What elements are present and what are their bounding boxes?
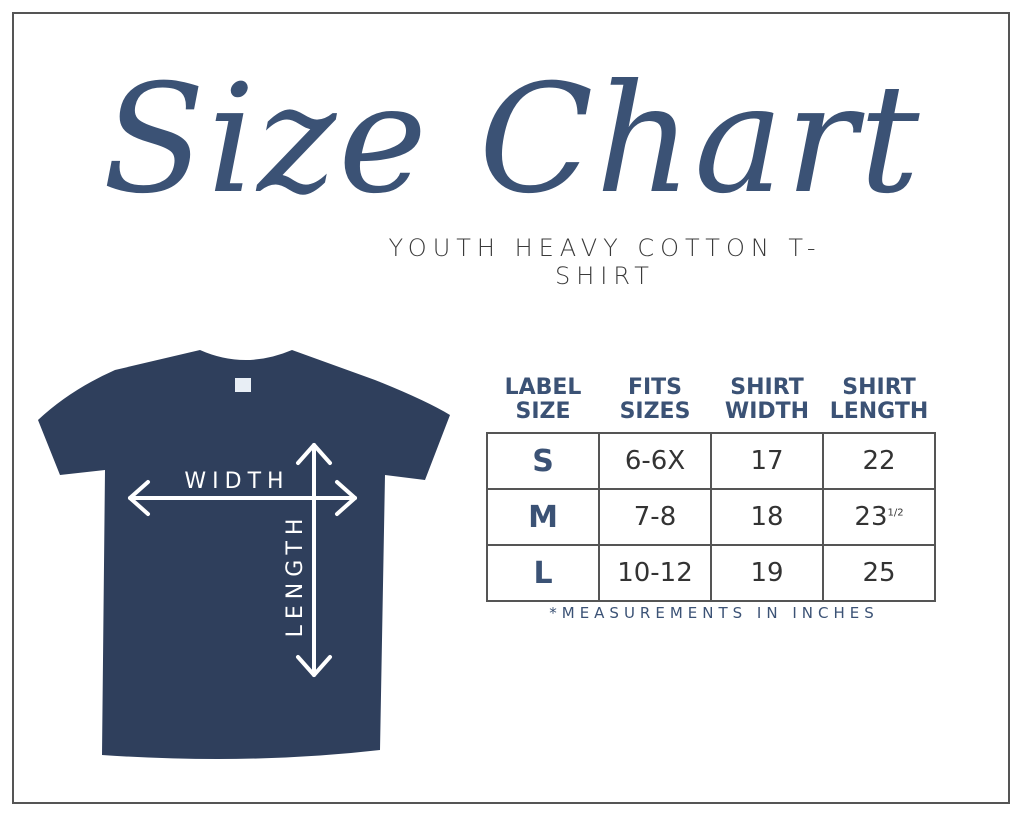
header-shirt-length: SHIRT LENGTH: [829, 375, 929, 424]
subtitle: YOUTH HEAVY COTTON T-SHIRT: [388, 234, 822, 290]
measurement-note: *MEASUREMENTS IN INCHES: [549, 604, 879, 622]
fits-sizes: 7-8: [598, 488, 712, 546]
shirt-tag: [235, 378, 251, 392]
shirt-width: 17: [710, 432, 824, 490]
size-label: M: [486, 488, 600, 546]
fits-sizes: 10-12: [598, 544, 712, 602]
tshirt-shape: [38, 350, 450, 759]
shirt-width: 19: [710, 544, 824, 602]
header-shirt-width: SHIRT WIDTH: [724, 375, 810, 424]
header-fits-sizes: FITS SIZES: [619, 375, 691, 424]
header-label-size: LABEL SIZE: [504, 375, 582, 424]
size-label: S: [486, 432, 600, 490]
table-row: S 6-6X 17 22: [486, 432, 936, 490]
table-row: L 10-12 19 25: [486, 544, 936, 602]
width-label: WIDTH: [184, 469, 289, 494]
tshirt-illustration: WIDTH LENGTH: [38, 350, 450, 759]
shirt-width: 18: [710, 488, 824, 546]
border-frame: [12, 12, 1010, 804]
shirt-length: 25: [822, 544, 936, 602]
fits-sizes: 6-6X: [598, 432, 712, 490]
page-title: Size Chart: [102, 53, 922, 227]
shirt-length: 22: [822, 432, 936, 490]
shirt-length: 231/2: [822, 488, 936, 546]
length-label: LENGTH: [283, 513, 308, 638]
size-table: LABEL SIZE FITS SIZES SHIRT WIDTH SHIRT LENG…: [486, 376, 936, 602]
size-label: L: [486, 544, 600, 602]
table-row: M 7-8 18 231/2: [486, 488, 936, 546]
